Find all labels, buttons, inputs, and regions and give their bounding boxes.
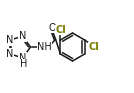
- Text: N: N: [19, 53, 26, 63]
- Text: N: N: [6, 49, 13, 59]
- Text: N: N: [6, 35, 13, 45]
- Text: H: H: [20, 59, 27, 69]
- Text: NH: NH: [37, 42, 52, 52]
- Text: Cl: Cl: [55, 25, 66, 35]
- Text: N: N: [19, 31, 26, 41]
- Text: Cl: Cl: [88, 42, 99, 52]
- Text: O: O: [49, 23, 56, 33]
